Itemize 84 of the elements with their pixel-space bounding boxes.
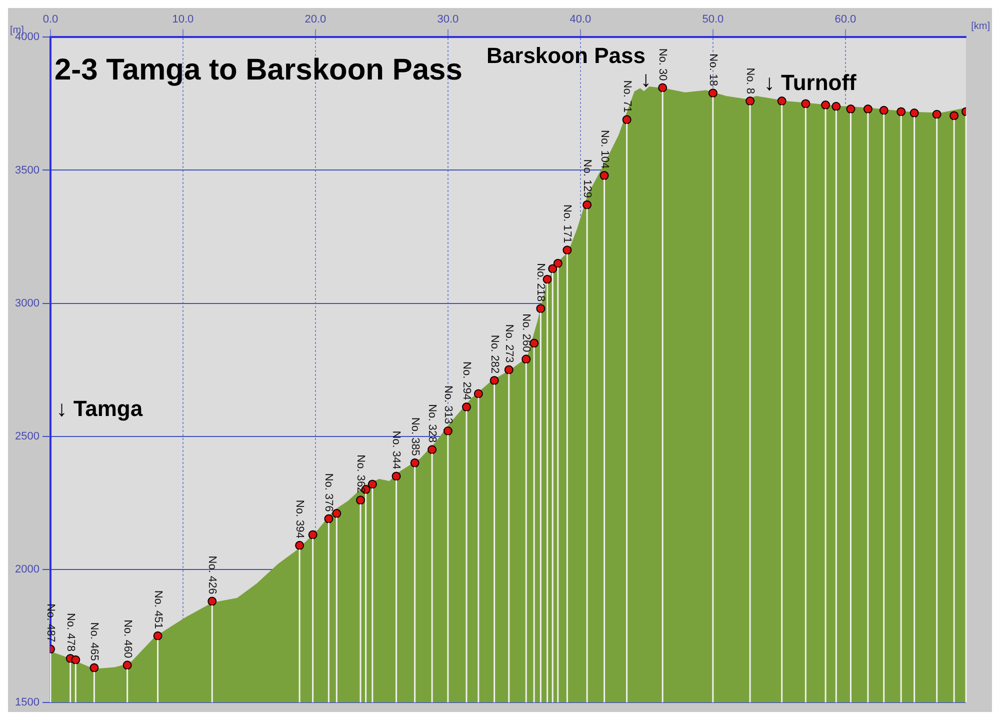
x-tick-label: 60.0 [834,14,856,26]
point [910,108,919,118]
x-tick-label: 0.0 [42,14,58,26]
point [950,111,959,120]
y-tick-label: 1500 [14,696,40,708]
point [443,426,452,436]
annotation: No. 478 [64,612,76,652]
point [582,200,592,210]
point [821,100,830,110]
point [553,258,562,268]
point [368,480,377,489]
annotation: No. 313 [442,385,454,424]
annotation: No. 385 [408,417,421,456]
point [392,472,401,481]
annotation: No. 260 [520,314,532,352]
point [410,458,420,468]
point [522,354,531,364]
annotation: No. 460 [121,620,134,658]
annotation: ↓ [640,66,652,92]
point [548,264,558,274]
annotation: No. 487 [44,604,56,642]
point [863,104,872,114]
point [801,99,810,108]
x-tick-label: 20.0 [304,14,326,26]
point [504,365,514,374]
point [879,106,888,115]
annotation: No. 273 [502,324,515,363]
point [846,104,856,114]
annotation: No. 8 [744,68,756,94]
annotation: ↓ Turnoff [764,70,858,95]
x-axis-title: [km] [971,20,990,32]
point [332,508,342,518]
text: 2-3 Tamga to Barskoon Pass [54,53,462,86]
point [295,540,304,550]
point [562,246,572,255]
point [462,402,471,412]
annotation: No. 451 [152,590,164,629]
point [600,171,609,180]
annotation: No. 129 [581,159,594,198]
point [896,107,906,116]
point [153,631,162,640]
point [536,304,546,314]
point [324,514,334,524]
annotation: No. 426 [206,556,218,594]
x-tick-label: 10.0 [172,14,194,26]
point [658,83,668,92]
point [708,88,718,98]
y-tick-label: 2500 [14,430,40,442]
annotation: No. 104 [598,130,610,169]
x-tick-label: 50.0 [702,14,724,26]
annotation: No. 18 [706,54,719,86]
annotation: No. 328 [426,404,438,443]
point [746,96,755,106]
annotation: No. 344 [390,430,402,470]
annotation: No. 376 [322,473,335,512]
point [832,102,841,111]
point [122,660,132,670]
annotation: No. 394 [294,500,306,538]
y-tick-label: 3500 [14,164,40,176]
annotation: No. 30 [656,48,669,81]
y-tick-label: 3000 [14,297,40,310]
annotation: Barskoon Pass [486,43,646,68]
point [356,496,366,505]
point [474,389,483,398]
annotation: No. 282 [488,334,500,374]
point [90,663,99,672]
annotation: No. 71 [620,80,633,113]
annotation: No. 362 [354,454,366,494]
point [208,596,217,606]
point [490,376,499,385]
annotation: ↓ Tamga [56,396,144,421]
point [777,96,786,106]
point [428,445,437,454]
y-tick-label: 2000 [14,563,40,576]
annotation: No. 465 [88,622,100,661]
annotation: No. 171 [561,204,574,244]
point [932,110,942,119]
point [71,655,80,664]
point [622,115,632,124]
x-tick-label: 40.0 [570,14,592,26]
annotation: No. 294 [460,362,472,400]
annotation: No. 218 [534,263,547,302]
x-tick-label: 30.0 [437,14,459,26]
point [308,530,318,540]
